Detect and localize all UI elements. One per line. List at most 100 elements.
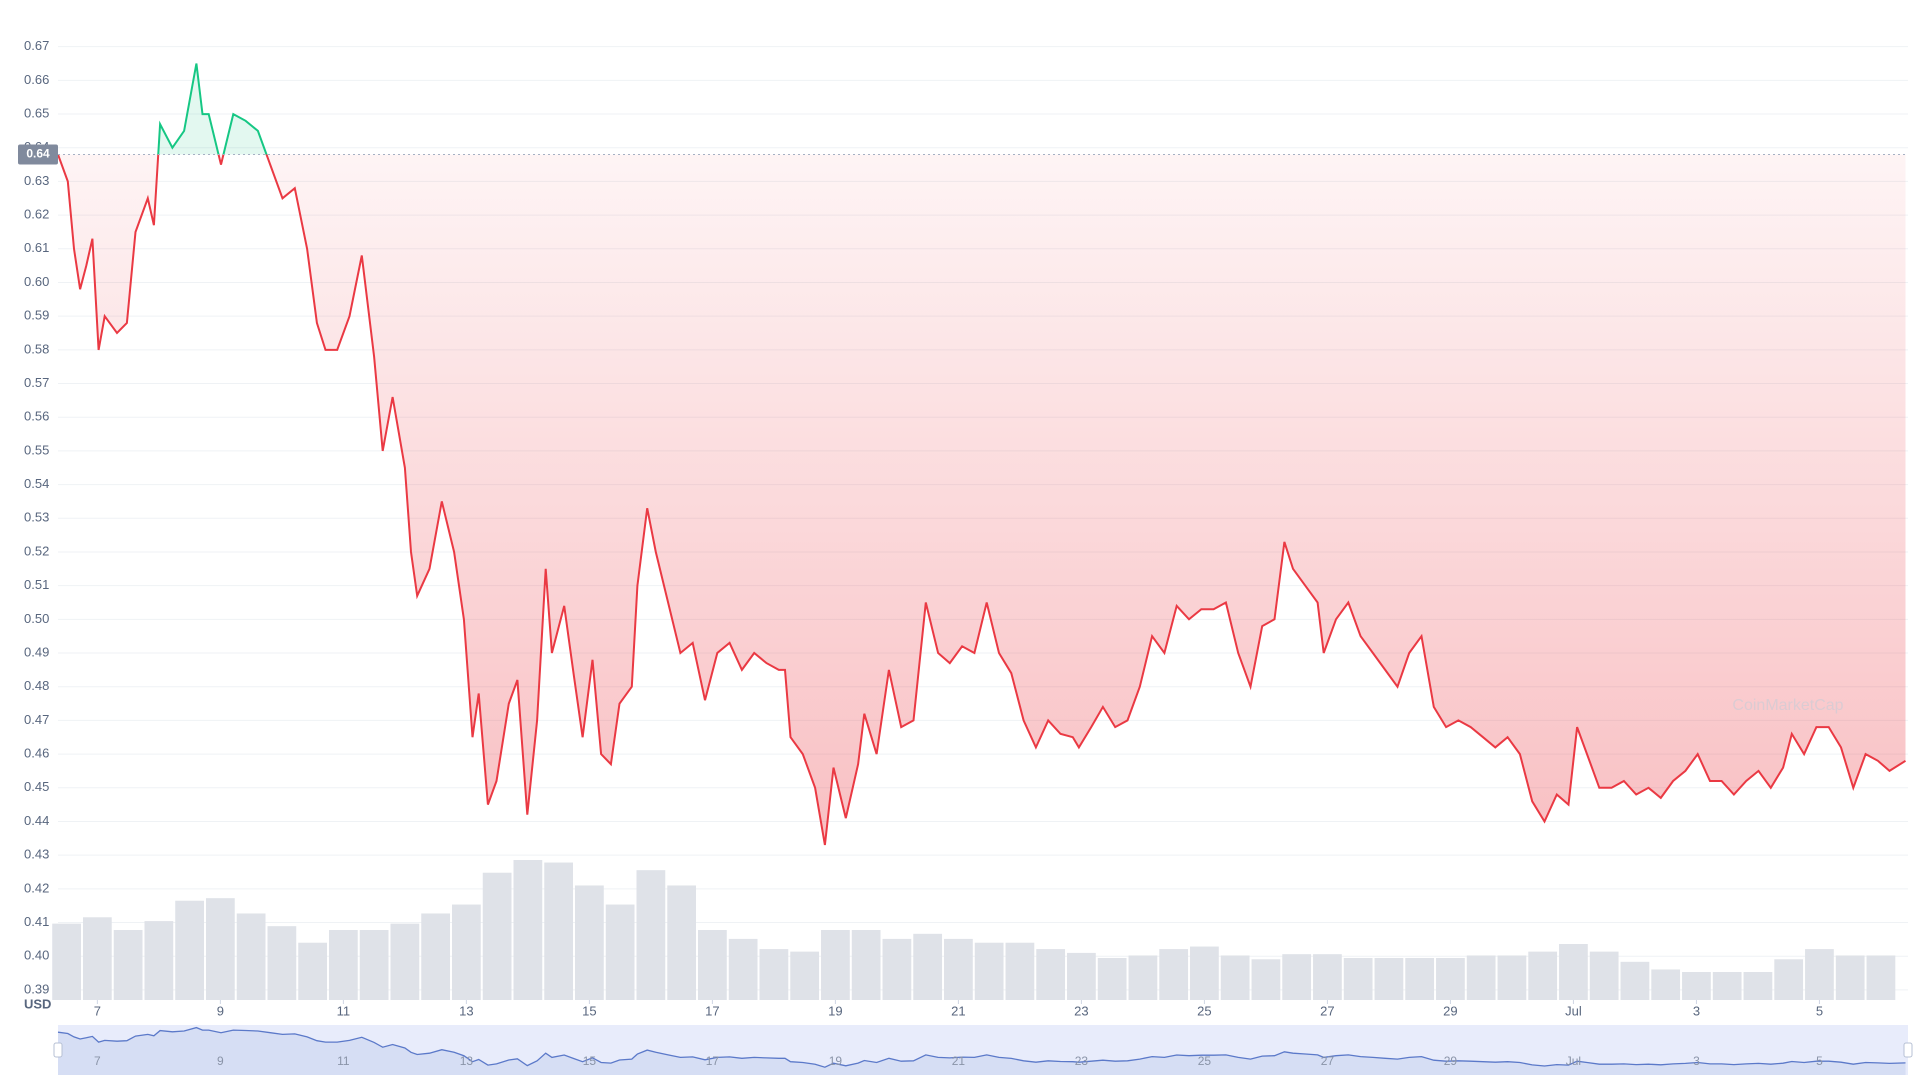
y-tick-label: 0.50 [24, 611, 49, 626]
volume-bar [667, 885, 697, 1000]
y-tick-label: 0.49 [24, 644, 49, 659]
volume-bar [1866, 955, 1896, 1000]
volume-bar [1805, 949, 1834, 1000]
y-tick-label: 0.66 [24, 72, 49, 87]
y-tick-label: 0.62 [24, 207, 49, 222]
volume-bar [298, 942, 327, 1000]
x-tick-label: 27 [1320, 1003, 1334, 1018]
x-tick-label: 13 [459, 1003, 473, 1018]
volume-bar [52, 923, 81, 1000]
navigator-tick-label: 3 [1693, 1054, 1700, 1068]
volume-bar [790, 951, 820, 1000]
y-tick-label: 0.51 [24, 577, 49, 592]
volume-bar [1097, 958, 1127, 1000]
volume-bar [698, 930, 727, 1000]
volume-bar [175, 900, 204, 1000]
volume-bar [1589, 951, 1619, 1000]
volume-bar [1497, 955, 1527, 1000]
reference-badge [18, 144, 58, 165]
navigator-tick-label: 7 [94, 1054, 101, 1068]
volume-bar [1405, 958, 1435, 1000]
area-above [58, 63, 1906, 155]
volume-bar [482, 872, 512, 1000]
volume-bar [544, 862, 574, 1000]
volume-bar [759, 949, 789, 1000]
y-tick-label: 0.47 [24, 712, 49, 727]
x-tick-label: 21 [951, 1003, 965, 1018]
volume-bar [1651, 969, 1681, 1000]
navigator-tick-label: 9 [217, 1054, 224, 1068]
volume-bar [1682, 972, 1711, 1000]
volume-bar [1466, 955, 1496, 1000]
x-tick-label: 7 [94, 1003, 101, 1018]
volume-bar [728, 938, 758, 1000]
volume-bar [1220, 955, 1250, 1000]
volume-bar [144, 921, 174, 1000]
volume-bar [1005, 942, 1035, 1000]
volume-bar [1436, 958, 1465, 1000]
y-tick-label: 0.58 [24, 341, 49, 356]
volume-bar [1374, 958, 1404, 1000]
y-tick-label: 0.65 [24, 105, 49, 120]
y-tick-label: 0.61 [24, 240, 49, 255]
navigator-area [58, 1027, 1906, 1075]
area-below [58, 154, 1906, 845]
navigator-tick-label: 23 [1075, 1054, 1089, 1068]
volume-bar [390, 923, 420, 1000]
x-tick-label: 3 [1693, 1003, 1700, 1018]
navigator-tick-label: 27 [1321, 1054, 1335, 1068]
volume-bar [913, 933, 943, 1000]
x-tick-label: 29 [1443, 1003, 1457, 1018]
volume-bar [882, 938, 912, 1000]
navigator-tick-label: 25 [1198, 1054, 1212, 1068]
navigator-tick-label: 15 [583, 1054, 597, 1068]
volume-bar [359, 930, 389, 1000]
x-tick-label: 5 [1816, 1003, 1823, 1018]
volume-bar [636, 870, 666, 1000]
y-tick-label: 0.53 [24, 510, 49, 525]
x-tick-label: 11 [337, 1003, 351, 1018]
volume-bar [1774, 959, 1804, 1000]
y-tick-label: 0.41 [24, 914, 49, 929]
volume-bar [1559, 944, 1588, 1000]
navigator-line [57, 1026, 1906, 1068]
y-tick-label: 0.54 [24, 476, 49, 491]
y-tick-label: 0.52 [24, 543, 49, 558]
volume-bar [851, 930, 881, 1000]
volume-bar [1528, 951, 1558, 1000]
navigator-tick-label: 21 [952, 1054, 966, 1068]
volume-bar [605, 904, 635, 1000]
y-tick-label: 0.44 [24, 813, 49, 828]
y-tick-label: 0.45 [24, 779, 49, 794]
y-tick-label: 0.57 [24, 375, 49, 390]
volume-bar [236, 913, 266, 1000]
volume-bar [1251, 959, 1281, 1000]
navigator-handle[interactable] [53, 1042, 63, 1058]
y-tick-label: 0.67 [24, 38, 49, 53]
volume-bar [267, 926, 297, 1000]
navigator-tick-label: 13 [460, 1054, 474, 1068]
y-tick-label: 0.56 [24, 409, 49, 424]
navigator-tick-label: 29 [1444, 1054, 1458, 1068]
navigator-tick-label: Jul [1566, 1054, 1581, 1068]
volume-bar [1620, 961, 1650, 1000]
navigator-handle[interactable] [1903, 1042, 1913, 1058]
volume-bar [421, 913, 451, 1000]
y-tick-label: 0.42 [24, 880, 49, 895]
y-tick-label: 0.59 [24, 308, 49, 323]
navigator-tick-label: 19 [829, 1054, 843, 1068]
x-tick-label: 25 [1197, 1003, 1211, 1018]
volume-bar [1128, 955, 1158, 1000]
volume-bar [1712, 972, 1742, 1000]
volume-bar [974, 942, 1004, 1000]
volume-bar [1282, 954, 1312, 1000]
x-tick-label: Jul [1565, 1003, 1582, 1018]
y-tick-label: 0.43 [24, 847, 49, 862]
currency-label: USD [24, 996, 51, 1011]
volume-bar [328, 930, 358, 1000]
volume-bar [1159, 949, 1189, 1000]
navigator-tick-label: 17 [706, 1054, 720, 1068]
volume-bar [1036, 949, 1066, 1000]
x-tick-label: 17 [705, 1003, 719, 1018]
